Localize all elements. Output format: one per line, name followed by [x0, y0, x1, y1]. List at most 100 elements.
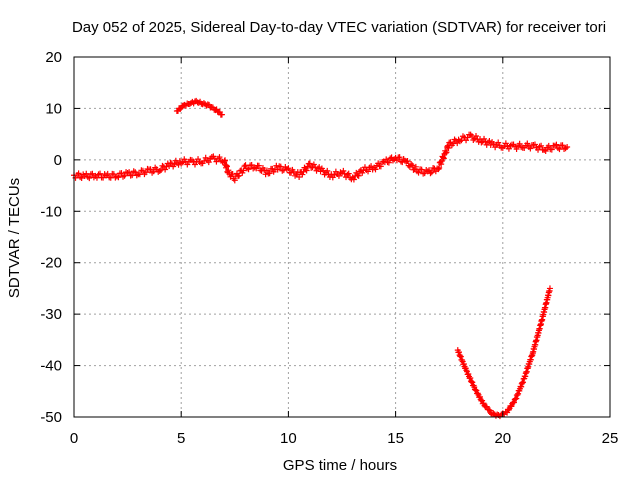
- plus-marker: [515, 390, 522, 397]
- plus-marker: [288, 169, 295, 176]
- plus-marker: [482, 138, 489, 145]
- plus-marker: [168, 160, 175, 167]
- plus-marker: [372, 166, 379, 173]
- plus-marker: [344, 171, 351, 178]
- plus-marker: [559, 142, 566, 149]
- plus-marker: [345, 170, 352, 177]
- plus-marker: [542, 148, 549, 154]
- plus-marker: [231, 177, 238, 184]
- plus-marker: [442, 149, 449, 156]
- plus-marker: [435, 166, 442, 173]
- series-arc-bottom: [454, 285, 553, 420]
- plus-marker: [368, 163, 375, 170]
- plus-marker: [520, 379, 527, 386]
- plus-marker: [495, 139, 502, 146]
- plus-marker: [201, 157, 208, 164]
- plus-marker: [263, 167, 270, 174]
- plus-marker: [487, 141, 494, 148]
- plus-marker: [508, 403, 515, 410]
- plus-marker: [118, 170, 125, 177]
- plus-marker: [440, 154, 447, 161]
- plus-marker: [527, 145, 534, 152]
- series-arc-top: [173, 97, 225, 118]
- plus-marker: [447, 139, 454, 146]
- x-tick-label: 0: [70, 430, 78, 447]
- plus-marker: [445, 145, 452, 152]
- y-tick-label: 10: [45, 100, 62, 117]
- y-tick-label: -10: [40, 203, 62, 220]
- plus-marker: [262, 171, 269, 178]
- plus-marker: [467, 378, 474, 385]
- plus-marker: [391, 156, 398, 163]
- plus-marker: [350, 176, 357, 183]
- plus-marker: [438, 161, 445, 168]
- plus-marker: [255, 162, 262, 169]
- plus-marker: [156, 168, 163, 175]
- plus-marker: [404, 158, 411, 165]
- plus-marker: [553, 141, 560, 148]
- plus-marker: [365, 168, 372, 175]
- plus-marker: [274, 166, 281, 173]
- plus-marker: [225, 167, 232, 174]
- plus-marker: [444, 144, 451, 151]
- plus-marker: [162, 166, 169, 173]
- plus-marker: [245, 166, 252, 173]
- plus-marker: [205, 159, 212, 166]
- x-tick-label: 20: [494, 430, 511, 447]
- plus-marker: [490, 141, 497, 148]
- y-tick-label: -50: [40, 409, 62, 426]
- plus-marker: [179, 159, 186, 166]
- plus-marker: [328, 171, 335, 178]
- plus-marker: [469, 379, 476, 386]
- plus-marker: [163, 163, 170, 170]
- plus-marker: [428, 169, 435, 176]
- plus-marker: [436, 164, 443, 171]
- plus-marker: [296, 173, 303, 180]
- plot-frame: [73, 56, 611, 418]
- plus-marker: [355, 172, 362, 179]
- plus-marker: [100, 174, 107, 181]
- y-tick-label: 0: [54, 152, 62, 169]
- plus-marker: [531, 141, 538, 148]
- plus-marker: [177, 106, 184, 113]
- plus-marker: [126, 169, 133, 176]
- plus-marker: [510, 399, 517, 406]
- plus-marker: [75, 170, 82, 177]
- plus-marker: [285, 165, 292, 172]
- plus-marker: [139, 167, 146, 174]
- plus-marker: [310, 161, 317, 168]
- plus-marker: [513, 146, 520, 153]
- plus-marker: [427, 170, 434, 177]
- x-axis-label: GPS time / hours: [283, 457, 397, 474]
- plus-marker: [421, 170, 428, 177]
- plus-marker: [324, 167, 331, 174]
- plus-marker: [110, 171, 117, 178]
- y-tick-label: 20: [45, 49, 62, 66]
- plus-marker: [385, 159, 392, 166]
- plus-marker: [216, 154, 223, 161]
- plus-marker: [248, 161, 255, 168]
- plus-marker: [266, 170, 273, 177]
- plus-marker: [159, 162, 166, 169]
- plus-marker: [218, 111, 225, 118]
- plus-marker: [483, 403, 490, 410]
- plus-marker: [393, 157, 400, 164]
- plus-marker: [175, 161, 182, 168]
- plus-marker: [280, 167, 287, 174]
- plus-marker: [456, 349, 463, 356]
- plus-marker: [384, 159, 391, 166]
- plus-marker: [564, 144, 571, 150]
- x-tick-label: 5: [177, 430, 185, 447]
- plus-marker: [121, 172, 128, 179]
- y-tick-label: -30: [40, 306, 62, 323]
- plus-marker: [514, 391, 521, 398]
- plus-marker: [518, 383, 525, 390]
- plus-marker: [463, 367, 470, 374]
- data-points: [71, 97, 571, 420]
- plus-marker: [524, 140, 531, 147]
- plus-marker: [377, 163, 384, 170]
- plus-marker: [375, 160, 382, 167]
- plus-marker: [340, 167, 347, 174]
- plus-marker: [415, 169, 422, 176]
